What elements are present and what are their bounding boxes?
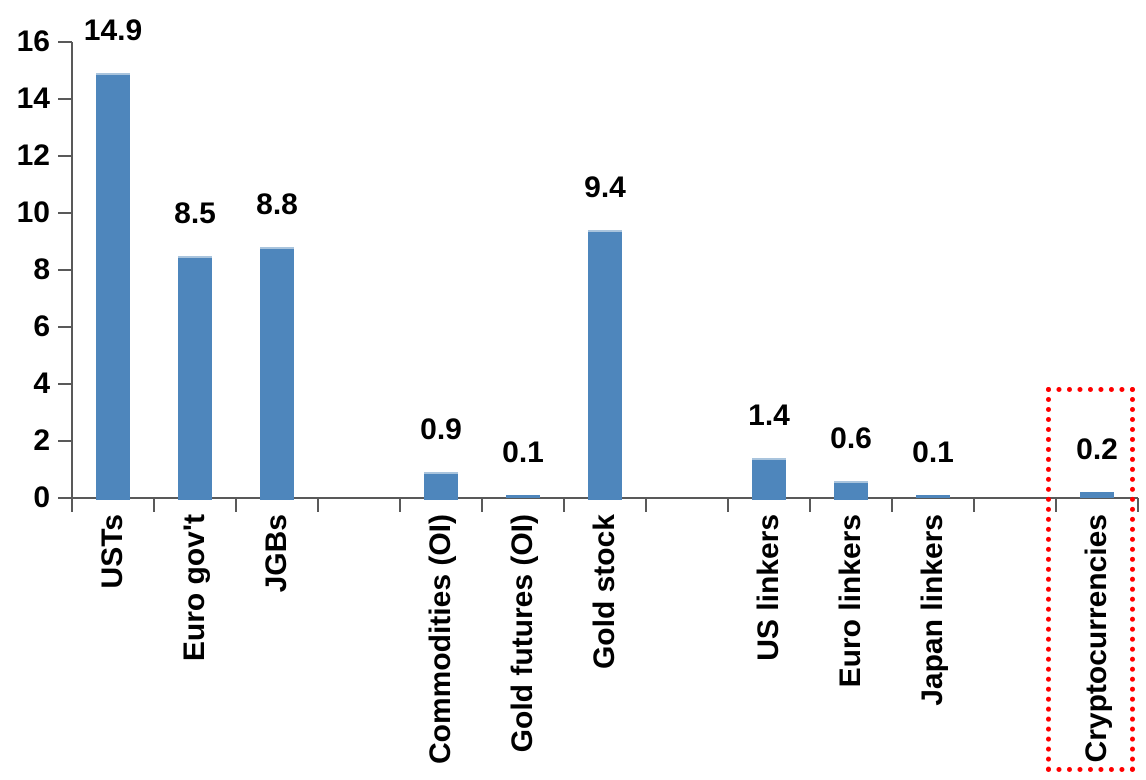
y-tick-label: 12	[16, 139, 50, 172]
bar-jgbs	[260, 247, 294, 500]
bar-value-label-euro-gov-t: 8.5	[174, 197, 216, 230]
y-tick	[58, 212, 72, 214]
bar-gold-futures-oi	[506, 495, 540, 498]
bar-us-linkers	[752, 458, 786, 500]
bar-value-label-cryptocurrencies: 0.2	[1076, 433, 1118, 466]
bar-cryptocurrencies	[1080, 492, 1114, 498]
bar-value-label-usts: 14.9	[83, 14, 143, 47]
bar-euro-gov-t	[178, 256, 212, 500]
x-axis-label-commodities-oi: Commodities (OI)	[424, 514, 457, 765]
bar-value-label-japan-linkers: 0.1	[912, 436, 954, 469]
y-tick	[58, 497, 72, 499]
x-tick	[235, 498, 237, 512]
y-axis	[71, 42, 73, 500]
x-axis-label-euro-linkers: Euro linkers	[834, 514, 867, 688]
bar-value-label-commodities-oi: 0.9	[420, 413, 462, 446]
y-tick	[58, 383, 72, 385]
y-tick-label: 8	[33, 253, 50, 286]
y-tick	[58, 440, 72, 442]
bar-japan-linkers	[916, 495, 950, 498]
x-tick	[399, 498, 401, 512]
bar-commodities-oi	[424, 472, 458, 500]
x-axis-label-gold-stock: Gold stock	[588, 514, 621, 670]
y-tick-label: 0	[33, 481, 50, 514]
bar-value-label-us-linkers: 1.4	[748, 399, 790, 432]
bar-usts	[96, 73, 130, 500]
bar-value-label-euro-linkers: 0.6	[830, 422, 872, 455]
x-tick	[71, 498, 73, 512]
y-tick-label: 16	[16, 25, 50, 58]
y-tick-label: 2	[33, 424, 50, 457]
x-axis-label-us-linkers: US linkers	[752, 514, 785, 661]
x-axis-label-euro-gov-t: Euro gov't	[178, 514, 211, 662]
x-tick	[973, 498, 975, 512]
y-tick	[58, 269, 72, 271]
x-tick	[1055, 498, 1057, 512]
y-tick-label: 10	[16, 196, 50, 229]
x-tick	[1137, 498, 1139, 512]
y-tick-label: 4	[33, 367, 50, 400]
bar-value-label-jgbs: 8.8	[256, 188, 298, 221]
y-tick-label: 6	[33, 310, 50, 343]
bar-value-label-gold-futures-oi: 0.1	[502, 436, 544, 469]
x-tick	[809, 498, 811, 512]
y-tick	[58, 41, 72, 43]
x-axis-label-usts: USTs	[96, 514, 129, 589]
x-tick	[563, 498, 565, 512]
x-tick	[153, 498, 155, 512]
x-tick	[481, 498, 483, 512]
bar-gold-stock	[588, 230, 622, 500]
x-tick	[727, 498, 729, 512]
y-tick	[58, 155, 72, 157]
y-tick	[58, 326, 72, 328]
x-tick	[891, 498, 893, 512]
x-axis-label-gold-futures-oi: Gold futures (OI)	[506, 514, 539, 753]
x-tick	[317, 498, 319, 512]
bar-value-label-gold-stock: 9.4	[584, 171, 626, 204]
x-tick	[645, 498, 647, 512]
highlight-box-cryptocurrencies	[1046, 387, 1135, 772]
bar-euro-linkers	[834, 481, 868, 500]
x-axis-label-jgbs: JGBs	[260, 514, 293, 593]
y-tick-label: 14	[16, 82, 50, 115]
x-axis-label-japan-linkers: Japan linkers	[916, 514, 949, 706]
y-tick	[58, 98, 72, 100]
